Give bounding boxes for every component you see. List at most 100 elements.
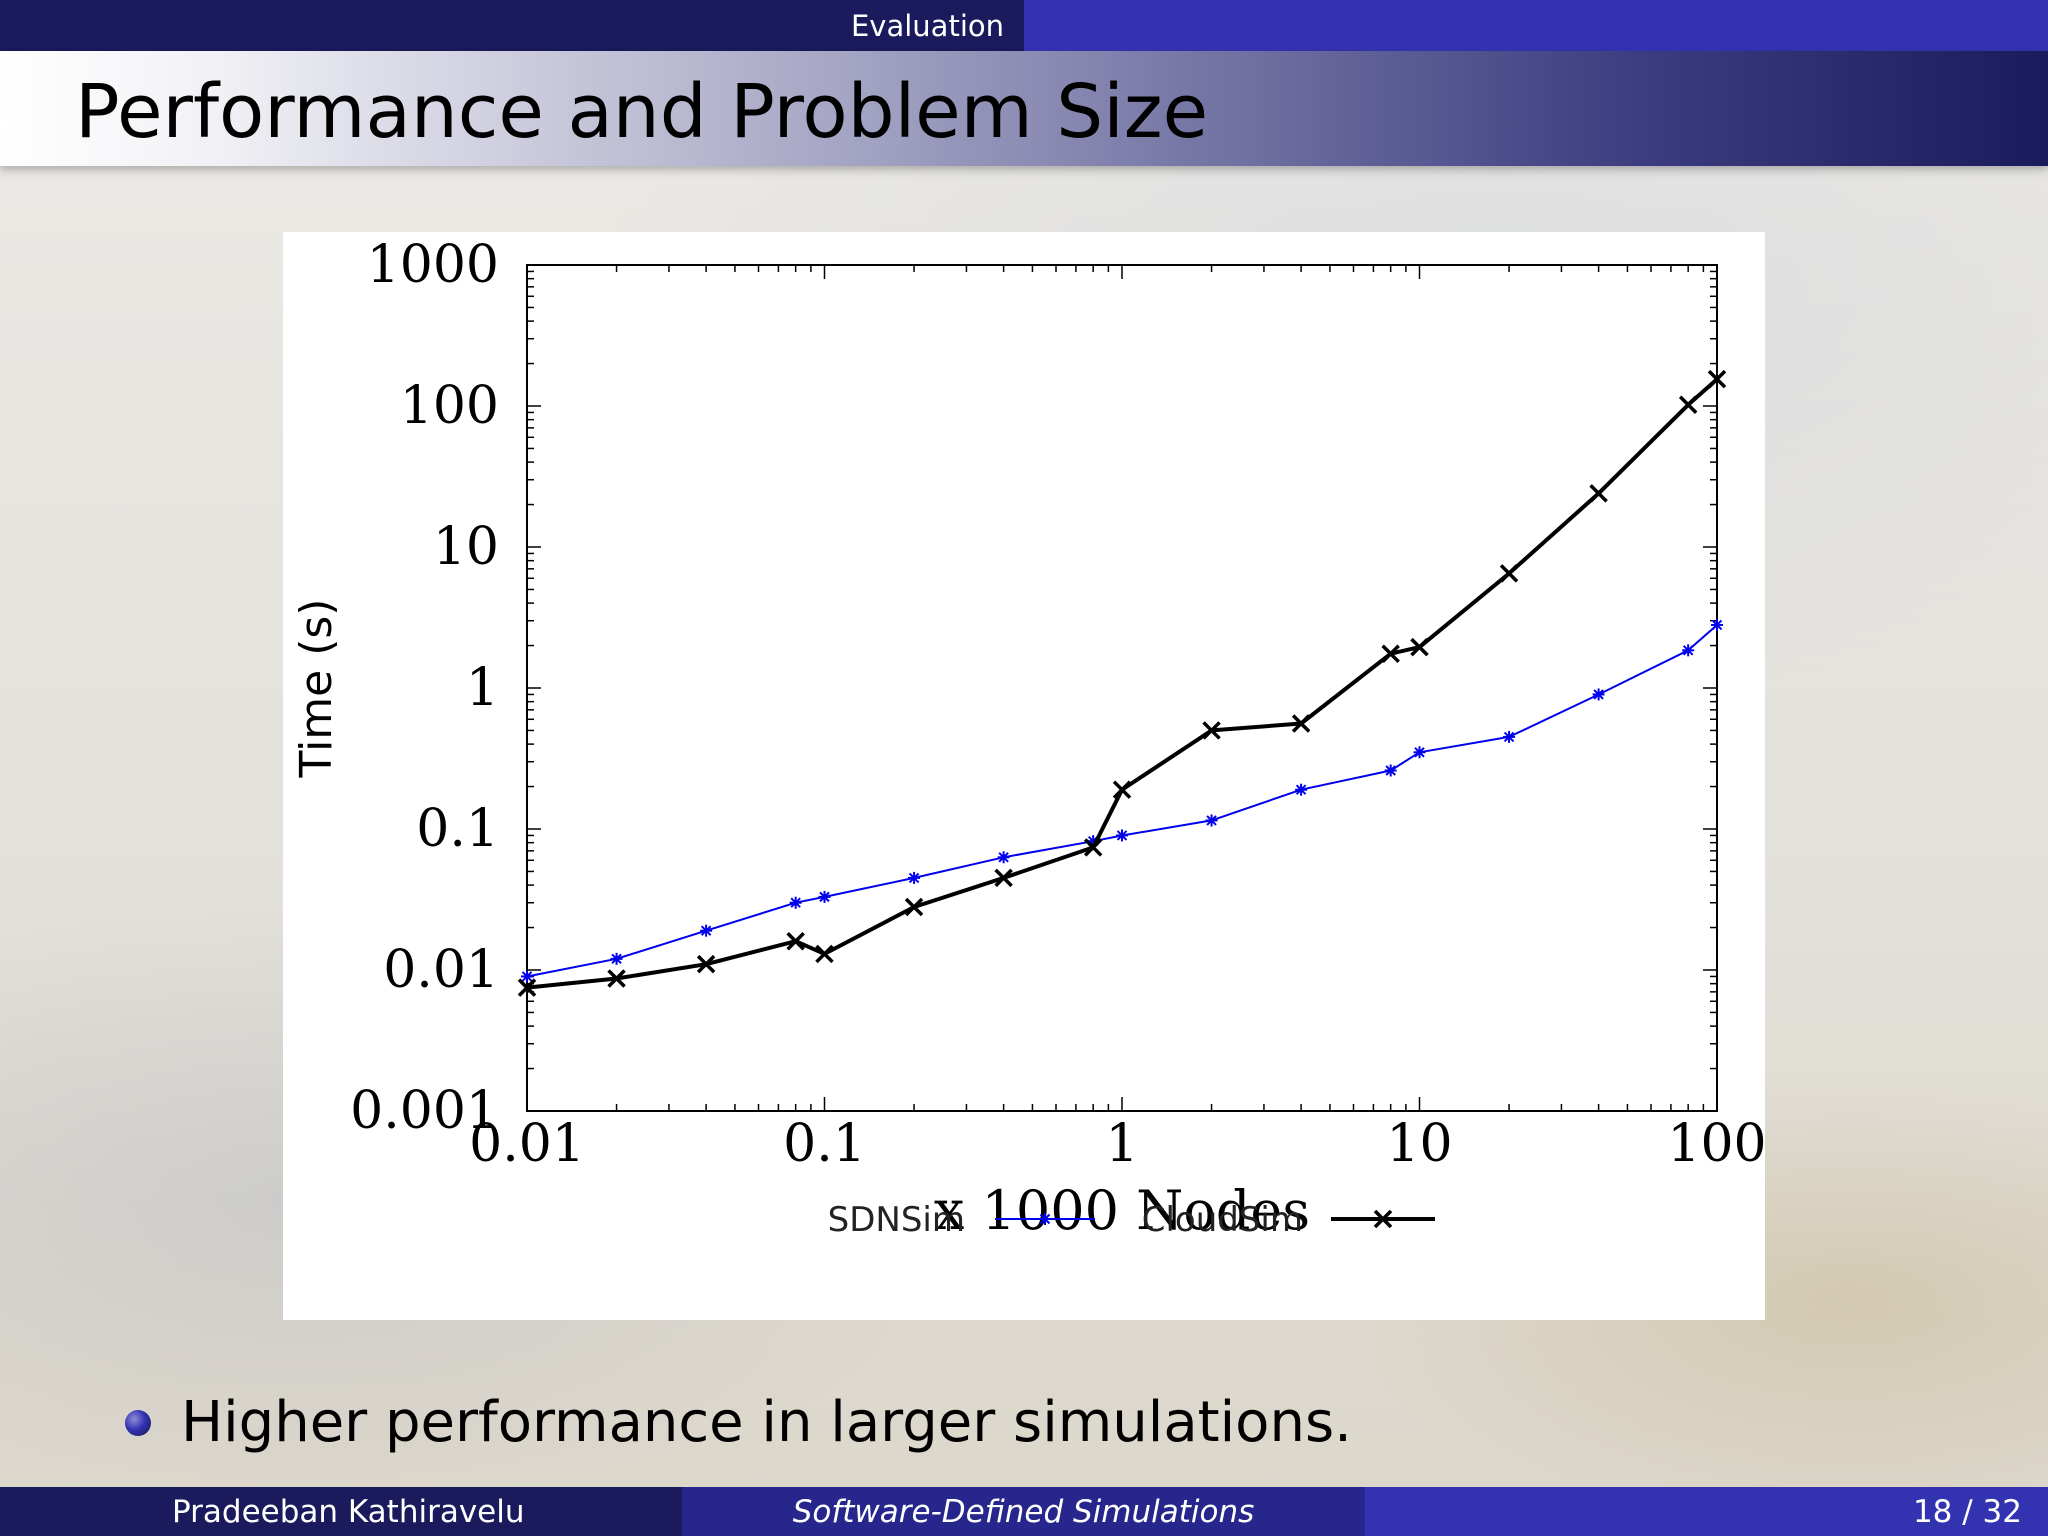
y-tick-label: 100 bbox=[400, 376, 499, 436]
cloudsim-series-point bbox=[904, 897, 924, 917]
bullet-item: Higher performance in larger simulations… bbox=[125, 1390, 1352, 1455]
x-tick-label: 1 bbox=[1105, 1114, 1138, 1174]
footer-page-number: 18 / 32 bbox=[1365, 1487, 2048, 1536]
cloudsim-series-point bbox=[1083, 838, 1103, 857]
marker-stroke bbox=[1112, 780, 1132, 799]
x-tick-label: 100 bbox=[1667, 1114, 1765, 1174]
bullet-icon bbox=[125, 1409, 151, 1436]
chart-panel: 0.01 0.1 1 10 100 0.001 0.01 0.1 1 10 100 1000 x 100… bbox=[283, 232, 1765, 1320]
cloudsim-series-point bbox=[1202, 721, 1221, 740]
sdnsim-series-point bbox=[700, 924, 713, 937]
cloudsim-series-point bbox=[1589, 484, 1608, 503]
marker-stroke bbox=[1414, 747, 1425, 758]
x-tick-label: 0.01 bbox=[469, 1114, 585, 1174]
marker-stroke bbox=[1373, 1209, 1393, 1229]
marker-stroke bbox=[994, 868, 1013, 888]
legend: SDNSim CloudSim bbox=[828, 1200, 1435, 1240]
y-tick-label: 0.1 bbox=[416, 799, 499, 859]
marker-stroke bbox=[1707, 369, 1727, 389]
sdnsim-series-point bbox=[610, 952, 623, 965]
title-bar: Performance and Problem Size bbox=[0, 51, 2048, 166]
marker-stroke bbox=[696, 954, 716, 974]
y-tick-label: 10 bbox=[433, 517, 499, 577]
x-tick-label: 0.1 bbox=[783, 1114, 866, 1174]
marker-stroke bbox=[1116, 830, 1128, 841]
cloudsim-series-point bbox=[696, 954, 716, 974]
section-label[interactable]: Evaluation bbox=[850, 8, 1004, 43]
section-bar: Evaluation bbox=[0, 0, 2048, 51]
sdnsim-series-point bbox=[521, 970, 533, 983]
x-tick-label: 10 bbox=[1386, 1114, 1452, 1174]
marker-stroke bbox=[607, 969, 626, 988]
footer-author: Pradeeban Kathiravelu bbox=[0, 1487, 682, 1536]
marker-stroke bbox=[786, 931, 805, 951]
marker-stroke bbox=[1499, 564, 1519, 583]
plot-frame bbox=[526, 264, 1718, 1112]
marker-stroke bbox=[1589, 484, 1608, 503]
sdnsim-series-point bbox=[1503, 730, 1516, 743]
marker-stroke bbox=[1678, 395, 1698, 415]
axis-ticks bbox=[526, 265, 1717, 1112]
sdnsim-series-point bbox=[1413, 746, 1426, 759]
slide-title: Performance and Problem Size bbox=[75, 69, 1209, 155]
marker-stroke bbox=[700, 925, 712, 936]
sdnsim-series-point bbox=[1205, 814, 1218, 827]
sdnsim-series-point bbox=[1592, 688, 1605, 701]
sdnsim-series-point bbox=[818, 890, 831, 903]
y-tick-label: 0.01 bbox=[383, 940, 499, 1000]
marker-stroke bbox=[1202, 721, 1221, 740]
sdnsim-series-point bbox=[1682, 644, 1695, 657]
marker-stroke bbox=[517, 978, 537, 997]
footer-bar: Pradeeban Kathiravelu Software-Defined S… bbox=[0, 1487, 2048, 1536]
cloudsim-series-point bbox=[1678, 395, 1698, 415]
sdnsim-series-point bbox=[1295, 783, 1308, 796]
sdnsim-series-point bbox=[1116, 829, 1128, 842]
cloudsim-series-point bbox=[607, 969, 626, 988]
legend-label: CloudSim bbox=[1142, 1200, 1303, 1240]
marker-stroke bbox=[1385, 765, 1396, 776]
marker-stroke bbox=[1682, 645, 1694, 656]
marker-stroke bbox=[1410, 637, 1429, 657]
marker-stroke bbox=[790, 897, 801, 908]
marker-stroke bbox=[904, 897, 924, 917]
marker-stroke bbox=[1381, 644, 1400, 663]
cloudsim-series-point bbox=[1291, 714, 1311, 733]
footer-talk-title: Software-Defined Simulations bbox=[682, 1487, 1365, 1536]
cloudsim-series-point bbox=[1410, 637, 1429, 657]
x-axis-label: x 1000 Nodes bbox=[934, 1179, 1310, 1242]
section-bar-right bbox=[1024, 0, 2048, 51]
marker-stroke bbox=[1039, 1213, 1051, 1225]
sdnsim-series-point bbox=[997, 851, 1010, 864]
legend-marker bbox=[1039, 1213, 1051, 1225]
marker-stroke bbox=[521, 971, 533, 982]
marker-stroke bbox=[1291, 714, 1311, 733]
y-axis-label: Time (s) bbox=[291, 599, 342, 779]
marker-stroke bbox=[611, 953, 622, 965]
cloudsim-series bbox=[517, 369, 1727, 997]
y-tick-label: 1000 bbox=[367, 235, 499, 295]
legend-marker bbox=[1373, 1209, 1393, 1229]
marker-stroke bbox=[1295, 784, 1307, 795]
marker-stroke bbox=[1083, 838, 1103, 857]
sdnsim-series-point bbox=[789, 896, 802, 909]
cloudsim-series-point bbox=[1499, 564, 1519, 583]
legend-label: SDNSim bbox=[828, 1200, 965, 1240]
sdnsim-series-point bbox=[1711, 618, 1723, 631]
sdnsim-series-line bbox=[526, 624, 1718, 978]
marker-stroke bbox=[908, 872, 920, 884]
marker-stroke bbox=[1206, 815, 1217, 826]
marker-stroke bbox=[1593, 689, 1604, 700]
sdnsim-series-point bbox=[908, 871, 921, 884]
sdnsim-series-point bbox=[1384, 764, 1397, 777]
cloudsim-series-point bbox=[815, 944, 834, 964]
cloudsim-series-point bbox=[1112, 780, 1132, 799]
y-tick-label: 1 bbox=[466, 658, 499, 718]
cloudsim-series-point bbox=[786, 931, 805, 951]
section-bar-left: Evaluation bbox=[0, 0, 1024, 51]
marker-stroke bbox=[998, 852, 1009, 863]
marker-stroke bbox=[815, 944, 834, 964]
marker-stroke bbox=[819, 891, 830, 903]
marker-stroke bbox=[1503, 731, 1515, 743]
cloudsim-series-point bbox=[517, 978, 537, 997]
